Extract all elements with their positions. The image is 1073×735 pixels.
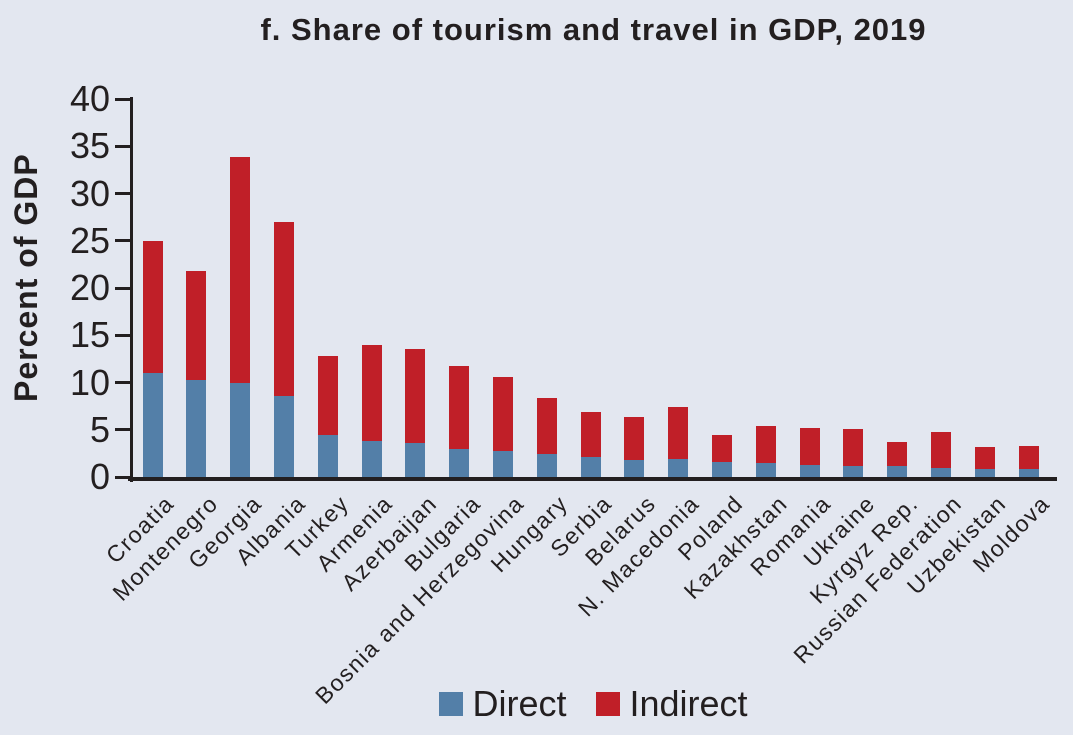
bar-segment-indirect [405,349,426,443]
bar-stack [974,446,995,477]
bar-segment-indirect [230,156,251,384]
bar-segment-direct [799,464,820,477]
legend-swatch-indirect [596,692,621,716]
bar-segment-indirect [668,407,689,460]
bar-segment-indirect [317,356,338,436]
y-tick-label: 30 [69,172,110,214]
bar-segment-direct [624,460,645,477]
bar-segment-indirect [887,442,908,466]
bar-stack [668,407,689,477]
bar-segment-direct [230,383,251,477]
bar-segment-direct [142,373,163,477]
bar-segment-indirect [624,417,645,460]
bar-stack [711,435,732,477]
bar-segment-direct [974,468,995,477]
bar-stack [142,240,163,477]
bar-segment-indirect [930,431,951,468]
bar-segment-direct [711,461,732,477]
bar-stack [317,356,338,477]
legend-item-direct: Direct [439,686,566,722]
bar-segment-direct [536,454,557,477]
y-axis-tick [115,192,130,195]
legend-label: Indirect [629,683,748,724]
y-tick-label: 15 [69,314,110,356]
y-axis-tick [115,144,130,148]
bar-stack [536,397,557,477]
bar-stack [930,431,951,477]
bar-segment-direct [755,462,776,477]
bar-segment-indirect [273,221,294,396]
bar-segment-direct [361,441,382,477]
y-axis-tick [115,286,130,290]
legend: Direct Indirect [130,686,1057,722]
bar-stack [580,411,601,477]
bar-stack [361,344,382,477]
y-tick-label: 35 [69,125,110,167]
bar-segment-indirect [843,428,864,466]
bar-segment-direct [1018,469,1039,477]
bar-stack [843,428,864,477]
bar-stack [887,442,908,477]
bar-segment-indirect [799,427,820,465]
bar-segment-direct [580,457,601,477]
bar-stack [799,427,820,477]
y-tick-label: 0 [89,456,110,497]
bar-segment-indirect [492,376,513,451]
bar-stack [186,271,207,477]
x-axis-line [128,477,1057,481]
bar-segment-direct [317,435,338,477]
bar-stack [449,365,470,477]
bar-segment-direct [186,379,207,477]
y-axis-tick [115,239,130,243]
bar-segment-indirect [449,365,470,449]
y-tick-label: 5 [89,408,110,450]
y-tick-label: 25 [69,219,110,261]
bar-segment-direct [492,450,513,477]
bar-segment-direct [405,442,426,477]
legend-item-indirect: Indirect [596,683,748,724]
bar-segment-direct [843,465,864,477]
y-axis-tick [115,381,130,384]
bar-segment-direct [449,448,470,477]
bar-segment-indirect [186,271,207,380]
legend-label: Direct [472,683,567,724]
y-axis-tick [115,333,130,337]
y-axis-tick [115,475,130,479]
bar-segment-indirect [1018,445,1039,470]
bar-segment-indirect [536,397,557,455]
chart-title: f. Share of tourism and travel in GDP, 2… [260,12,927,47]
bar-segment-indirect [142,240,163,374]
bar-stack [1018,445,1039,477]
bar-segment-indirect [755,425,776,463]
bar-stack [755,425,776,477]
y-axis-tick [115,97,130,101]
bar-segment-indirect [361,344,382,442]
y-tick-label: 40 [69,78,110,119]
bar-stack [405,349,426,477]
bar-stack [492,376,513,477]
bar-stack [273,221,294,477]
legend-swatch-direct [439,692,464,716]
bar-segment-direct [887,465,908,477]
bar-stack [624,417,645,477]
bar-segment-direct [930,467,951,477]
bar-segment-indirect [580,411,601,458]
bar-segment-direct [273,395,294,477]
bar-segment-indirect [974,446,995,469]
y-axis-tick [115,428,130,432]
bar-segment-direct [668,459,689,477]
bar-stack [230,156,251,477]
bar-segment-indirect [711,435,732,462]
y-tick-label: 10 [69,361,110,403]
y-axis-line [130,97,133,482]
y-tick-label: 20 [69,267,110,308]
